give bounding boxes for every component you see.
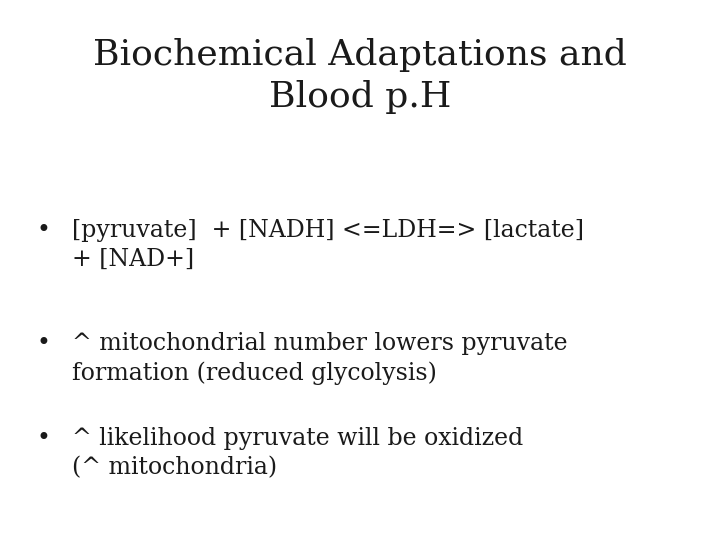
Text: ^ mitochondrial number lowers pyruvate
formation (reduced glycolysis): ^ mitochondrial number lowers pyruvate f… bbox=[72, 332, 567, 385]
Text: •: • bbox=[36, 427, 50, 450]
Text: ^ likelihood pyruvate will be oxidized
(^ mitochondria): ^ likelihood pyruvate will be oxidized (… bbox=[72, 427, 523, 479]
Text: •: • bbox=[36, 332, 50, 355]
Text: •: • bbox=[36, 219, 50, 242]
Text: [pyruvate]  + [NADH] <=LDH=> [lactate]
+ [NAD+]: [pyruvate] + [NADH] <=LDH=> [lactate] + … bbox=[72, 219, 584, 271]
Text: Biochemical Adaptations and
Blood p.H: Biochemical Adaptations and Blood p.H bbox=[93, 38, 627, 114]
